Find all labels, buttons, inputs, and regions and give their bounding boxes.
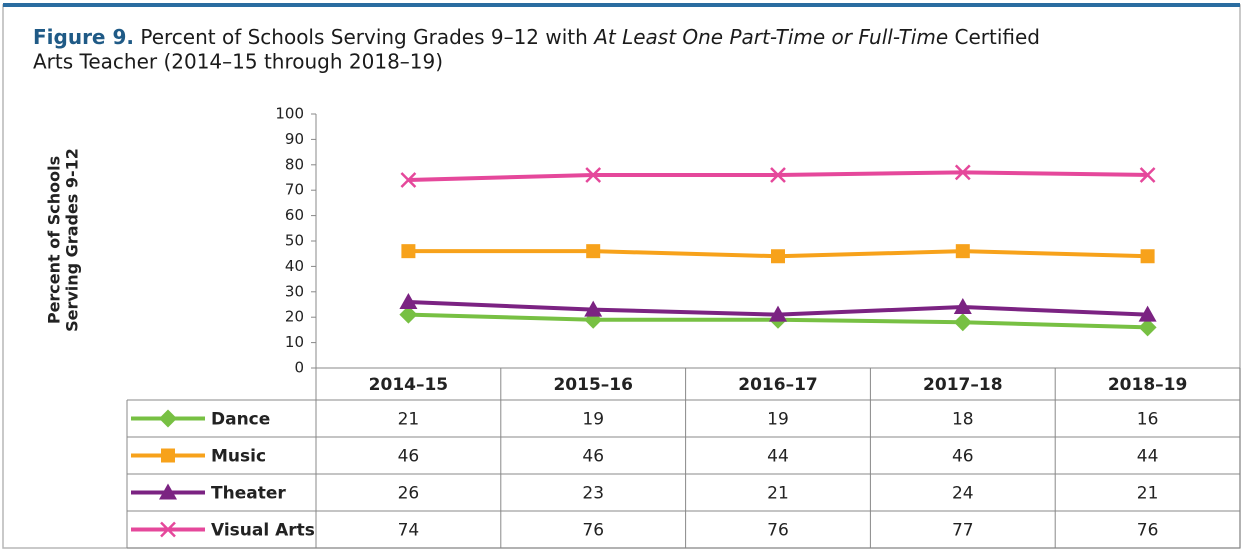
table-value: 16 bbox=[1137, 410, 1159, 430]
marker bbox=[399, 305, 418, 324]
table-value: 46 bbox=[582, 447, 604, 467]
legend-marker bbox=[160, 521, 176, 538]
table-value: 21 bbox=[1137, 484, 1159, 504]
title-italic: At Least One Part-Time or Full-Time bbox=[592, 25, 948, 49]
table-value: 74 bbox=[398, 521, 420, 541]
marker bbox=[771, 249, 785, 264]
legend-label: Theater bbox=[211, 484, 286, 504]
y-tick-label: 20 bbox=[285, 308, 304, 326]
y-tick-label: 70 bbox=[285, 181, 304, 199]
table-value: 24 bbox=[952, 484, 974, 504]
marker bbox=[399, 292, 418, 309]
marker bbox=[955, 244, 970, 259]
x-tick-label: 2017–18 bbox=[923, 375, 1002, 395]
legend-label: Dance bbox=[211, 410, 270, 430]
table-value: 21 bbox=[767, 484, 789, 504]
legend-label: Visual Arts bbox=[211, 521, 315, 541]
table-value: 76 bbox=[767, 521, 789, 541]
legend-marker bbox=[161, 448, 175, 463]
legend-label: Music bbox=[211, 447, 266, 467]
frame bbox=[2, 4, 1241, 549]
title-text: Percent of Schools Serving Grades 9–12 w… bbox=[134, 25, 594, 49]
y-tick-label: 40 bbox=[285, 257, 304, 275]
marker bbox=[770, 167, 786, 183]
y-tick-label: 100 bbox=[275, 105, 304, 123]
table-value: 46 bbox=[398, 447, 420, 467]
x-tick-label: 2014–15 bbox=[369, 375, 448, 395]
table-value: 76 bbox=[1137, 521, 1159, 541]
y-tick-label: 90 bbox=[285, 130, 304, 148]
marker bbox=[1138, 305, 1157, 322]
title-label: Figure 9. bbox=[33, 25, 134, 49]
marker bbox=[769, 305, 787, 322]
marker bbox=[584, 300, 603, 317]
y-tick-label: 80 bbox=[285, 155, 304, 173]
marker bbox=[400, 172, 417, 188]
marker bbox=[953, 298, 972, 315]
table-value: 76 bbox=[582, 521, 604, 541]
legend-marker bbox=[159, 409, 177, 428]
y-tick-label: 10 bbox=[285, 333, 304, 351]
top-bar bbox=[3, 3, 1240, 7]
chart-title-line2: Arts Teacher (2014–15 through 2018–19) bbox=[33, 50, 443, 74]
table-value: 23 bbox=[582, 484, 604, 504]
y-tick-label: 0 bbox=[294, 359, 304, 377]
table-value: 44 bbox=[767, 447, 789, 467]
table-value: 44 bbox=[1137, 447, 1159, 467]
y-axis-label: Serving Grades 9-12 bbox=[63, 148, 82, 332]
marker bbox=[954, 164, 971, 181]
table-value: 21 bbox=[398, 410, 420, 430]
table-value: 18 bbox=[952, 410, 974, 430]
x-tick-label: 2015–16 bbox=[553, 375, 632, 395]
y-tick-label: 50 bbox=[285, 232, 304, 250]
table-value: 77 bbox=[952, 521, 974, 541]
table-value: 19 bbox=[767, 410, 789, 430]
marker bbox=[585, 167, 602, 183]
marker bbox=[1138, 318, 1157, 337]
table-value: 26 bbox=[398, 484, 420, 504]
x-tick-label: 2018–19 bbox=[1108, 375, 1187, 395]
marker bbox=[401, 244, 416, 259]
y-axis-label: Percent of Schools bbox=[45, 156, 64, 324]
table-value: 19 bbox=[582, 410, 604, 430]
marker bbox=[1139, 167, 1156, 183]
marker bbox=[1140, 249, 1155, 264]
title-text: Certified bbox=[948, 25, 1040, 49]
table-value: 46 bbox=[952, 447, 974, 467]
y-tick-label: 30 bbox=[285, 282, 304, 300]
legend-marker bbox=[159, 483, 177, 500]
x-tick-label: 2016–17 bbox=[738, 375, 817, 395]
chart-title: Figure 9. Percent of Schools Serving Gra… bbox=[33, 25, 1040, 49]
marker bbox=[953, 313, 972, 332]
y-tick-label: 60 bbox=[285, 206, 304, 224]
marker bbox=[586, 244, 601, 259]
